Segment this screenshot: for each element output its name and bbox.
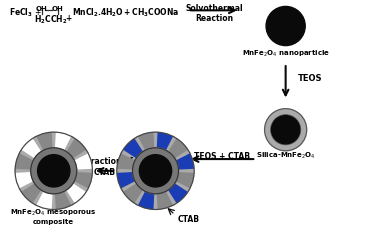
Text: MnFe$_2$O$_4$ nanoparticle: MnFe$_2$O$_4$ nanoparticle <box>242 48 330 59</box>
Text: MnFe$_2$O$_4$ mesoporous
composite: MnFe$_2$O$_4$ mesoporous composite <box>11 208 97 225</box>
Text: $\mathbf{H_2C}$: $\mathbf{H_2C}$ <box>34 13 52 26</box>
Text: TEOS: TEOS <box>298 74 322 83</box>
Wedge shape <box>176 153 194 170</box>
Wedge shape <box>21 183 41 203</box>
Text: $\mathbf{+}$: $\mathbf{+}$ <box>66 13 73 23</box>
Wedge shape <box>138 132 154 150</box>
Circle shape <box>133 148 179 194</box>
Circle shape <box>38 155 70 187</box>
Text: $\mathbf{CH_2}$: $\mathbf{CH_2}$ <box>50 13 67 26</box>
Text: CTAB: CTAB <box>178 215 200 224</box>
Wedge shape <box>21 138 41 158</box>
Wedge shape <box>123 138 143 158</box>
Text: Extraction of
CTAB: Extraction of CTAB <box>77 157 133 176</box>
Wedge shape <box>157 132 173 150</box>
Text: $\mathbf{OH}$: $\mathbf{OH}$ <box>51 4 64 12</box>
Wedge shape <box>15 153 33 170</box>
Wedge shape <box>168 183 188 203</box>
Wedge shape <box>157 191 173 209</box>
Wedge shape <box>36 191 53 209</box>
Circle shape <box>271 116 300 144</box>
Text: Solvothermal
Reaction: Solvothermal Reaction <box>185 4 243 23</box>
Wedge shape <box>55 191 71 209</box>
Text: TEOS + CTAB: TEOS + CTAB <box>194 152 250 161</box>
Wedge shape <box>123 183 143 203</box>
Wedge shape <box>36 132 53 150</box>
Wedge shape <box>66 183 86 203</box>
Circle shape <box>139 155 172 187</box>
Wedge shape <box>117 153 135 170</box>
Circle shape <box>31 148 77 194</box>
Text: Silica-MnFe$_2$O$_4$: Silica-MnFe$_2$O$_4$ <box>256 151 315 161</box>
Wedge shape <box>55 132 71 150</box>
Circle shape <box>117 132 194 209</box>
Text: $\mathbf{FeCl_3}$ +: $\mathbf{FeCl_3}$ + <box>9 7 41 19</box>
Wedge shape <box>74 172 92 188</box>
Wedge shape <box>74 153 92 170</box>
Wedge shape <box>15 172 33 188</box>
Wedge shape <box>138 191 154 209</box>
Wedge shape <box>117 172 135 188</box>
Circle shape <box>266 7 305 46</box>
Text: $\mathbf{MnCl_2.4H_2O + CH_3COONa}$: $\mathbf{MnCl_2.4H_2O + CH_3COONa}$ <box>72 7 180 19</box>
Circle shape <box>15 132 92 209</box>
Wedge shape <box>176 172 194 188</box>
Circle shape <box>265 109 307 151</box>
Wedge shape <box>168 138 188 158</box>
Wedge shape <box>66 138 86 158</box>
Text: $\mathbf{OH}$: $\mathbf{OH}$ <box>36 4 49 12</box>
